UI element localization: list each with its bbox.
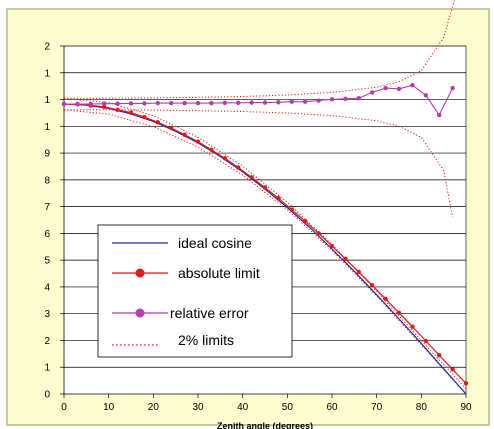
absolute-limit-point bbox=[169, 125, 174, 131]
x-tick-5: 50 bbox=[282, 402, 294, 413]
y-tick-0: 0 bbox=[44, 390, 50, 401]
y-tick-13: 2 bbox=[44, 42, 50, 53]
x-axis-title: Zenith angle (degrees) bbox=[217, 421, 313, 429]
relative-error-point bbox=[356, 96, 361, 101]
absolute-limit-point bbox=[155, 120, 160, 125]
relative-error-point bbox=[303, 99, 308, 104]
x-tick-1: 10 bbox=[103, 402, 115, 413]
relative-error-point bbox=[155, 100, 160, 106]
y-tick-2: 2 bbox=[44, 336, 50, 347]
relative-error-point bbox=[75, 101, 80, 107]
legend-box bbox=[97, 224, 293, 358]
y-tick-12: 1 bbox=[44, 68, 50, 79]
relative-error-point bbox=[396, 86, 402, 92]
relative-error-point bbox=[249, 100, 254, 105]
absolute-limit-point bbox=[437, 352, 442, 358]
relative-error-point bbox=[182, 100, 187, 106]
relative-error-point bbox=[222, 100, 227, 106]
relative-error-point bbox=[61, 101, 67, 107]
absolute-limit-point bbox=[383, 296, 388, 302]
x-tick-6: 60 bbox=[326, 402, 338, 413]
y-tick-labels: 0 1 2 3 4 5 6 7 8 9 1 1 1 2 bbox=[44, 42, 50, 401]
relative-error-point bbox=[410, 82, 415, 88]
absolute-limit-point bbox=[276, 196, 281, 201]
absolute-limit-point bbox=[410, 324, 415, 329]
absolute-limit-point bbox=[356, 269, 361, 275]
y-tick-8: 8 bbox=[44, 175, 50, 186]
absolute-limit-point bbox=[195, 139, 201, 144]
relative-error-point bbox=[316, 98, 321, 103]
relative-error-point bbox=[262, 100, 268, 105]
legend-label-2pct-limits: 2% limits bbox=[178, 332, 234, 348]
relative-error-point bbox=[450, 85, 455, 91]
limit-line-3 bbox=[63, 109, 467, 395]
absolute-limit-point bbox=[423, 338, 428, 344]
relative-error-point bbox=[329, 97, 335, 102]
x-tick-0: 0 bbox=[61, 402, 67, 413]
relative-error-point bbox=[423, 93, 428, 98]
x-tick-4: 40 bbox=[237, 402, 249, 413]
absolute-limit-point bbox=[329, 243, 335, 249]
absolute-limit-point bbox=[450, 367, 455, 372]
y-tick-11: 1 bbox=[44, 95, 50, 106]
y-tick-1: 1 bbox=[44, 363, 50, 374]
x-tick-8: 80 bbox=[416, 402, 428, 413]
absolute-limit-point bbox=[249, 175, 254, 180]
legend-label-ideal-cosine: ideal cosine bbox=[178, 235, 252, 251]
absolute-limit-point bbox=[115, 107, 120, 113]
relative-error-point bbox=[276, 100, 281, 105]
absolute-limit-point bbox=[370, 283, 375, 288]
relative-error-point bbox=[102, 101, 107, 106]
absolute-limit-point bbox=[303, 218, 308, 224]
y-tick-6: 6 bbox=[44, 229, 50, 240]
relative-error-point bbox=[169, 100, 174, 106]
x-tick-3: 30 bbox=[192, 402, 204, 413]
relative-error-line bbox=[64, 84, 454, 117]
y-tick-10: 1 bbox=[44, 122, 50, 133]
legend-marker-relative-error bbox=[135, 308, 145, 318]
absolute-limit-point bbox=[343, 256, 348, 262]
legend-marker-absolute-limit bbox=[135, 268, 145, 278]
legend-label-absolute-limit: absolute limit bbox=[178, 265, 260, 281]
relative-error-point bbox=[370, 90, 375, 95]
limit-line-2 bbox=[63, 97, 467, 390]
relative-error-point bbox=[195, 100, 201, 106]
relative-error-point bbox=[343, 96, 348, 101]
absolute-limit-point bbox=[128, 110, 134, 115]
y-tick-9: 9 bbox=[44, 149, 50, 160]
y-tick-4: 4 bbox=[44, 282, 50, 293]
relative-error-point bbox=[88, 101, 94, 107]
absolute-limit-point bbox=[236, 165, 241, 170]
relative-error-point bbox=[115, 101, 120, 106]
relative-error-point bbox=[236, 100, 241, 106]
x-tick-2: 20 bbox=[148, 402, 160, 413]
absolute-limit-point bbox=[463, 381, 469, 386]
absolute-limit-point bbox=[316, 231, 321, 236]
relative-error-point bbox=[209, 100, 214, 106]
absolute-limit-point bbox=[222, 156, 227, 161]
absolute-limit-point bbox=[262, 185, 268, 190]
x-tick-7: 70 bbox=[371, 402, 383, 413]
absolute-limit-point bbox=[396, 310, 402, 315]
absolute-limit-point bbox=[182, 132, 187, 137]
relative-error-point bbox=[142, 101, 147, 106]
absolute-limit-point bbox=[289, 207, 294, 212]
absolute-limit-point bbox=[142, 114, 147, 120]
x-tick-9: 90 bbox=[460, 402, 472, 413]
absolute-limit-point bbox=[102, 104, 107, 110]
absolute-limit-point bbox=[209, 147, 214, 153]
y-tick-3: 3 bbox=[44, 309, 50, 320]
y-tick-5: 5 bbox=[44, 256, 50, 267]
relative-error-point bbox=[289, 99, 294, 104]
legend-label-relative-error: relative error bbox=[170, 305, 249, 321]
legend: ideal cosine absolute limit relative err… bbox=[97, 224, 293, 358]
series-group bbox=[61, 0, 469, 395]
x-tick-labels: 0 10 20 30 40 50 60 70 80 90 bbox=[61, 402, 472, 413]
relative-error-point bbox=[383, 85, 388, 91]
y-tick-7: 7 bbox=[44, 202, 50, 213]
relative-error-point bbox=[128, 101, 134, 106]
relative-error-point bbox=[437, 112, 442, 118]
